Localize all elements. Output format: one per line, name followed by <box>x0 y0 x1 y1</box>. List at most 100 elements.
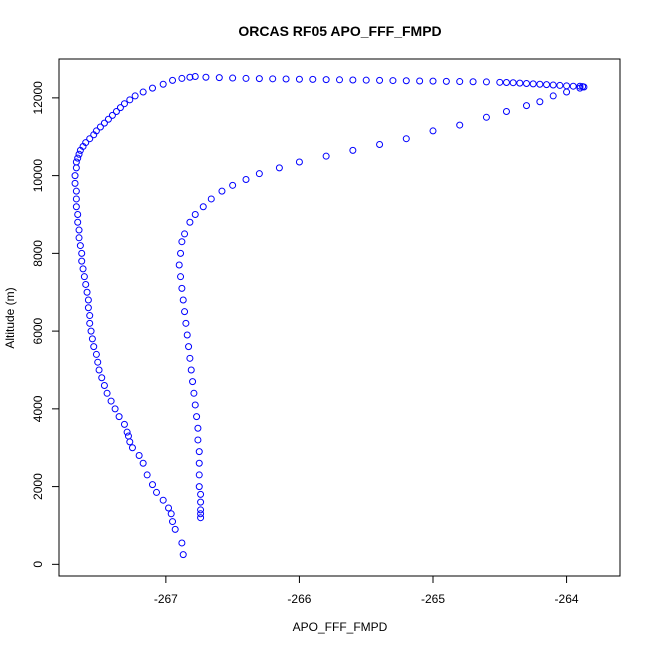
data-point <box>123 428 131 436</box>
data-point <box>159 496 167 504</box>
data-point <box>181 230 189 238</box>
data-point <box>120 100 128 108</box>
data-point <box>96 123 104 131</box>
data-point <box>402 135 410 143</box>
data-point <box>191 210 199 218</box>
data-point <box>218 187 226 195</box>
data-point <box>72 187 80 195</box>
data-point <box>179 296 187 304</box>
data-point <box>107 397 115 405</box>
data-point <box>197 490 205 498</box>
data-point <box>71 172 79 180</box>
data-point <box>376 141 384 149</box>
data-point <box>87 327 95 335</box>
y-tick-label: 10000 <box>31 159 45 193</box>
data-point <box>456 121 464 129</box>
data-point <box>563 88 571 96</box>
data-point <box>100 119 108 127</box>
data-point <box>529 80 537 88</box>
data-point <box>179 551 187 559</box>
data-point <box>159 80 167 88</box>
data-point <box>177 249 185 257</box>
data-point <box>71 179 79 187</box>
y-axis-label: Altitude (m) <box>3 287 17 348</box>
data-point <box>194 436 202 444</box>
data-point <box>193 413 201 421</box>
data-point <box>195 448 203 456</box>
data-point <box>116 104 124 112</box>
data-point <box>549 81 557 89</box>
data-point <box>563 82 571 90</box>
data-point <box>187 366 195 374</box>
y-tick-label: 0 <box>31 561 45 568</box>
data-point <box>569 82 577 90</box>
y-tick-label: 12000 <box>31 81 45 115</box>
data-point <box>178 238 186 246</box>
data-point <box>191 72 199 80</box>
data-point <box>178 74 186 82</box>
data-point <box>576 84 584 92</box>
data-point <box>556 81 564 89</box>
y-tick-label: 6000 <box>31 317 45 344</box>
data-point <box>543 81 551 89</box>
data-point <box>482 78 490 86</box>
data-point <box>88 335 96 343</box>
data-point <box>103 389 111 397</box>
data-point <box>84 296 92 304</box>
data-point <box>199 203 207 211</box>
data-point <box>389 77 397 85</box>
data-point <box>181 308 189 316</box>
data-point <box>86 135 94 143</box>
data-point <box>207 195 215 203</box>
data-point <box>456 78 464 86</box>
data-point <box>92 127 100 135</box>
data-point <box>229 74 237 82</box>
data-point <box>135 451 143 459</box>
data-point <box>169 76 177 84</box>
data-point <box>182 319 190 327</box>
data-point <box>108 111 116 119</box>
data-point <box>186 354 194 362</box>
data-point <box>149 481 156 489</box>
data-point <box>171 525 179 533</box>
data-point <box>309 75 317 83</box>
x-tick-label: -267 <box>154 592 178 606</box>
data-point <box>429 127 437 135</box>
data-point <box>516 79 524 87</box>
data-point <box>153 488 161 496</box>
data-point <box>128 444 136 452</box>
data-point <box>94 358 102 366</box>
x-axis-label: APO_FFF_FMPD <box>293 620 388 634</box>
data-point <box>376 76 384 84</box>
data-point <box>496 78 504 86</box>
data-point <box>576 82 584 90</box>
data-point <box>78 257 86 265</box>
data-point <box>78 249 86 257</box>
data-point <box>197 510 205 518</box>
data-point <box>189 378 197 386</box>
data-point <box>523 102 530 110</box>
data-point <box>84 304 92 312</box>
data-point <box>282 75 290 83</box>
data-point <box>90 343 98 351</box>
data-point <box>149 84 156 92</box>
data-point <box>143 471 151 479</box>
data-point <box>362 76 370 84</box>
y-tick-label: 8000 <box>31 240 45 267</box>
data-point <box>195 459 203 467</box>
data-point <box>75 234 83 242</box>
data-point <box>197 498 205 506</box>
data-point <box>322 76 330 84</box>
data-point <box>86 319 94 327</box>
data-point <box>112 107 120 115</box>
data-point <box>98 374 106 382</box>
data-point <box>469 78 477 86</box>
data-point <box>275 164 283 172</box>
data-point <box>194 424 202 432</box>
data-point <box>82 139 90 147</box>
data-point <box>185 343 193 351</box>
data-point <box>402 77 410 85</box>
data-point <box>82 280 90 288</box>
data-point <box>83 288 91 296</box>
